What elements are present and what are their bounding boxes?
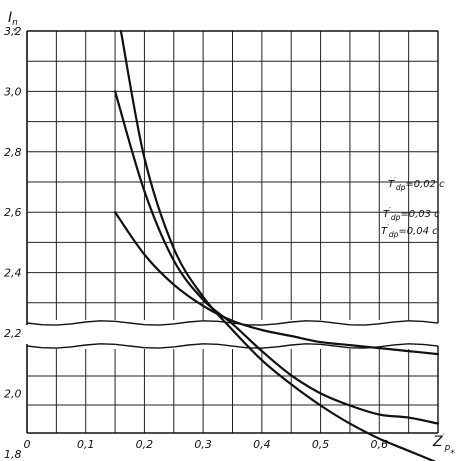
x-tick-label: 0,4 — [253, 438, 271, 451]
x-axis-title-sub: p — [444, 443, 451, 453]
series-label-1-main: T — [383, 209, 390, 220]
series-curves — [114, 29, 440, 461]
series-label-0: T′dp=0,02 c — [388, 176, 445, 192]
series-line-2 — [119, 29, 437, 461]
x-tick-label: 0,3 — [194, 438, 212, 451]
series-labels: T′dp=0,02 c T′dp=0,03 c T′dp=0,04 c — [381, 176, 445, 239]
y-axis-title-main: I — [8, 10, 12, 26]
x-axis-title-sup: ′ — [443, 433, 445, 443]
series-label-2-sub: dp — [389, 230, 399, 239]
y-tick-label: 2,0 — [4, 387, 22, 400]
y-tick-label: 2,6 — [4, 206, 22, 219]
series-line-0 — [114, 211, 440, 356]
series-label-0-sub: dp — [396, 183, 406, 192]
series-label-1-sub: dp — [391, 213, 401, 222]
x-tick-label: 0,6 — [371, 438, 389, 451]
series-label-0-value: =0,02 c — [405, 179, 445, 190]
x-tick-label: 0,5 — [312, 438, 330, 451]
y-tick-labels: 1,8 2,0 2,2 2,4 2,6 2,8 3,0 3,2 — [4, 25, 22, 461]
y-tick-label: 3,0 — [4, 85, 22, 98]
x-axis-title: Z′p* — [432, 433, 455, 459]
series-label-0-sup: ′ — [394, 176, 396, 185]
y-axis-title: In * — [8, 10, 18, 37]
grid — [27, 31, 438, 433]
x-tick-label: 0,1 — [77, 438, 95, 451]
y-axis-title-sub: n — [12, 18, 18, 28]
series-label-1-value: =0,03 c — [400, 209, 440, 220]
y-axis-title-sup: * — [13, 27, 18, 37]
series-label-2-main: T — [381, 226, 388, 237]
y-tick-label: 1,8 — [4, 448, 22, 461]
x-tick-labels: 0 0,1 0,2 0,3 0,4 0,5 0,6 — [24, 438, 389, 451]
x-tick-label: 0,2 — [136, 438, 154, 451]
y-tick-label: 2,2 — [4, 327, 22, 340]
x-axis-title-main: Z — [432, 434, 443, 450]
series-line-1 — [114, 90, 440, 425]
x-tick-label: 0 — [24, 438, 31, 451]
y-tick-label: 3,2 — [4, 25, 22, 38]
series-label-2-value: =0,04 c — [398, 226, 438, 237]
series-label-0-main: T — [388, 179, 395, 190]
series-label-2-sup: ′ — [387, 223, 389, 232]
series-label-2: T′dp=0,04 c — [381, 223, 438, 239]
x-axis-title-sub2: * — [450, 449, 455, 459]
series-label-1-sup: ′ — [389, 206, 391, 215]
series-label-1: T′dp=0,03 c — [383, 206, 440, 222]
y-tick-label: 2,4 — [4, 267, 22, 280]
y-tick-label: 2,8 — [4, 146, 22, 159]
